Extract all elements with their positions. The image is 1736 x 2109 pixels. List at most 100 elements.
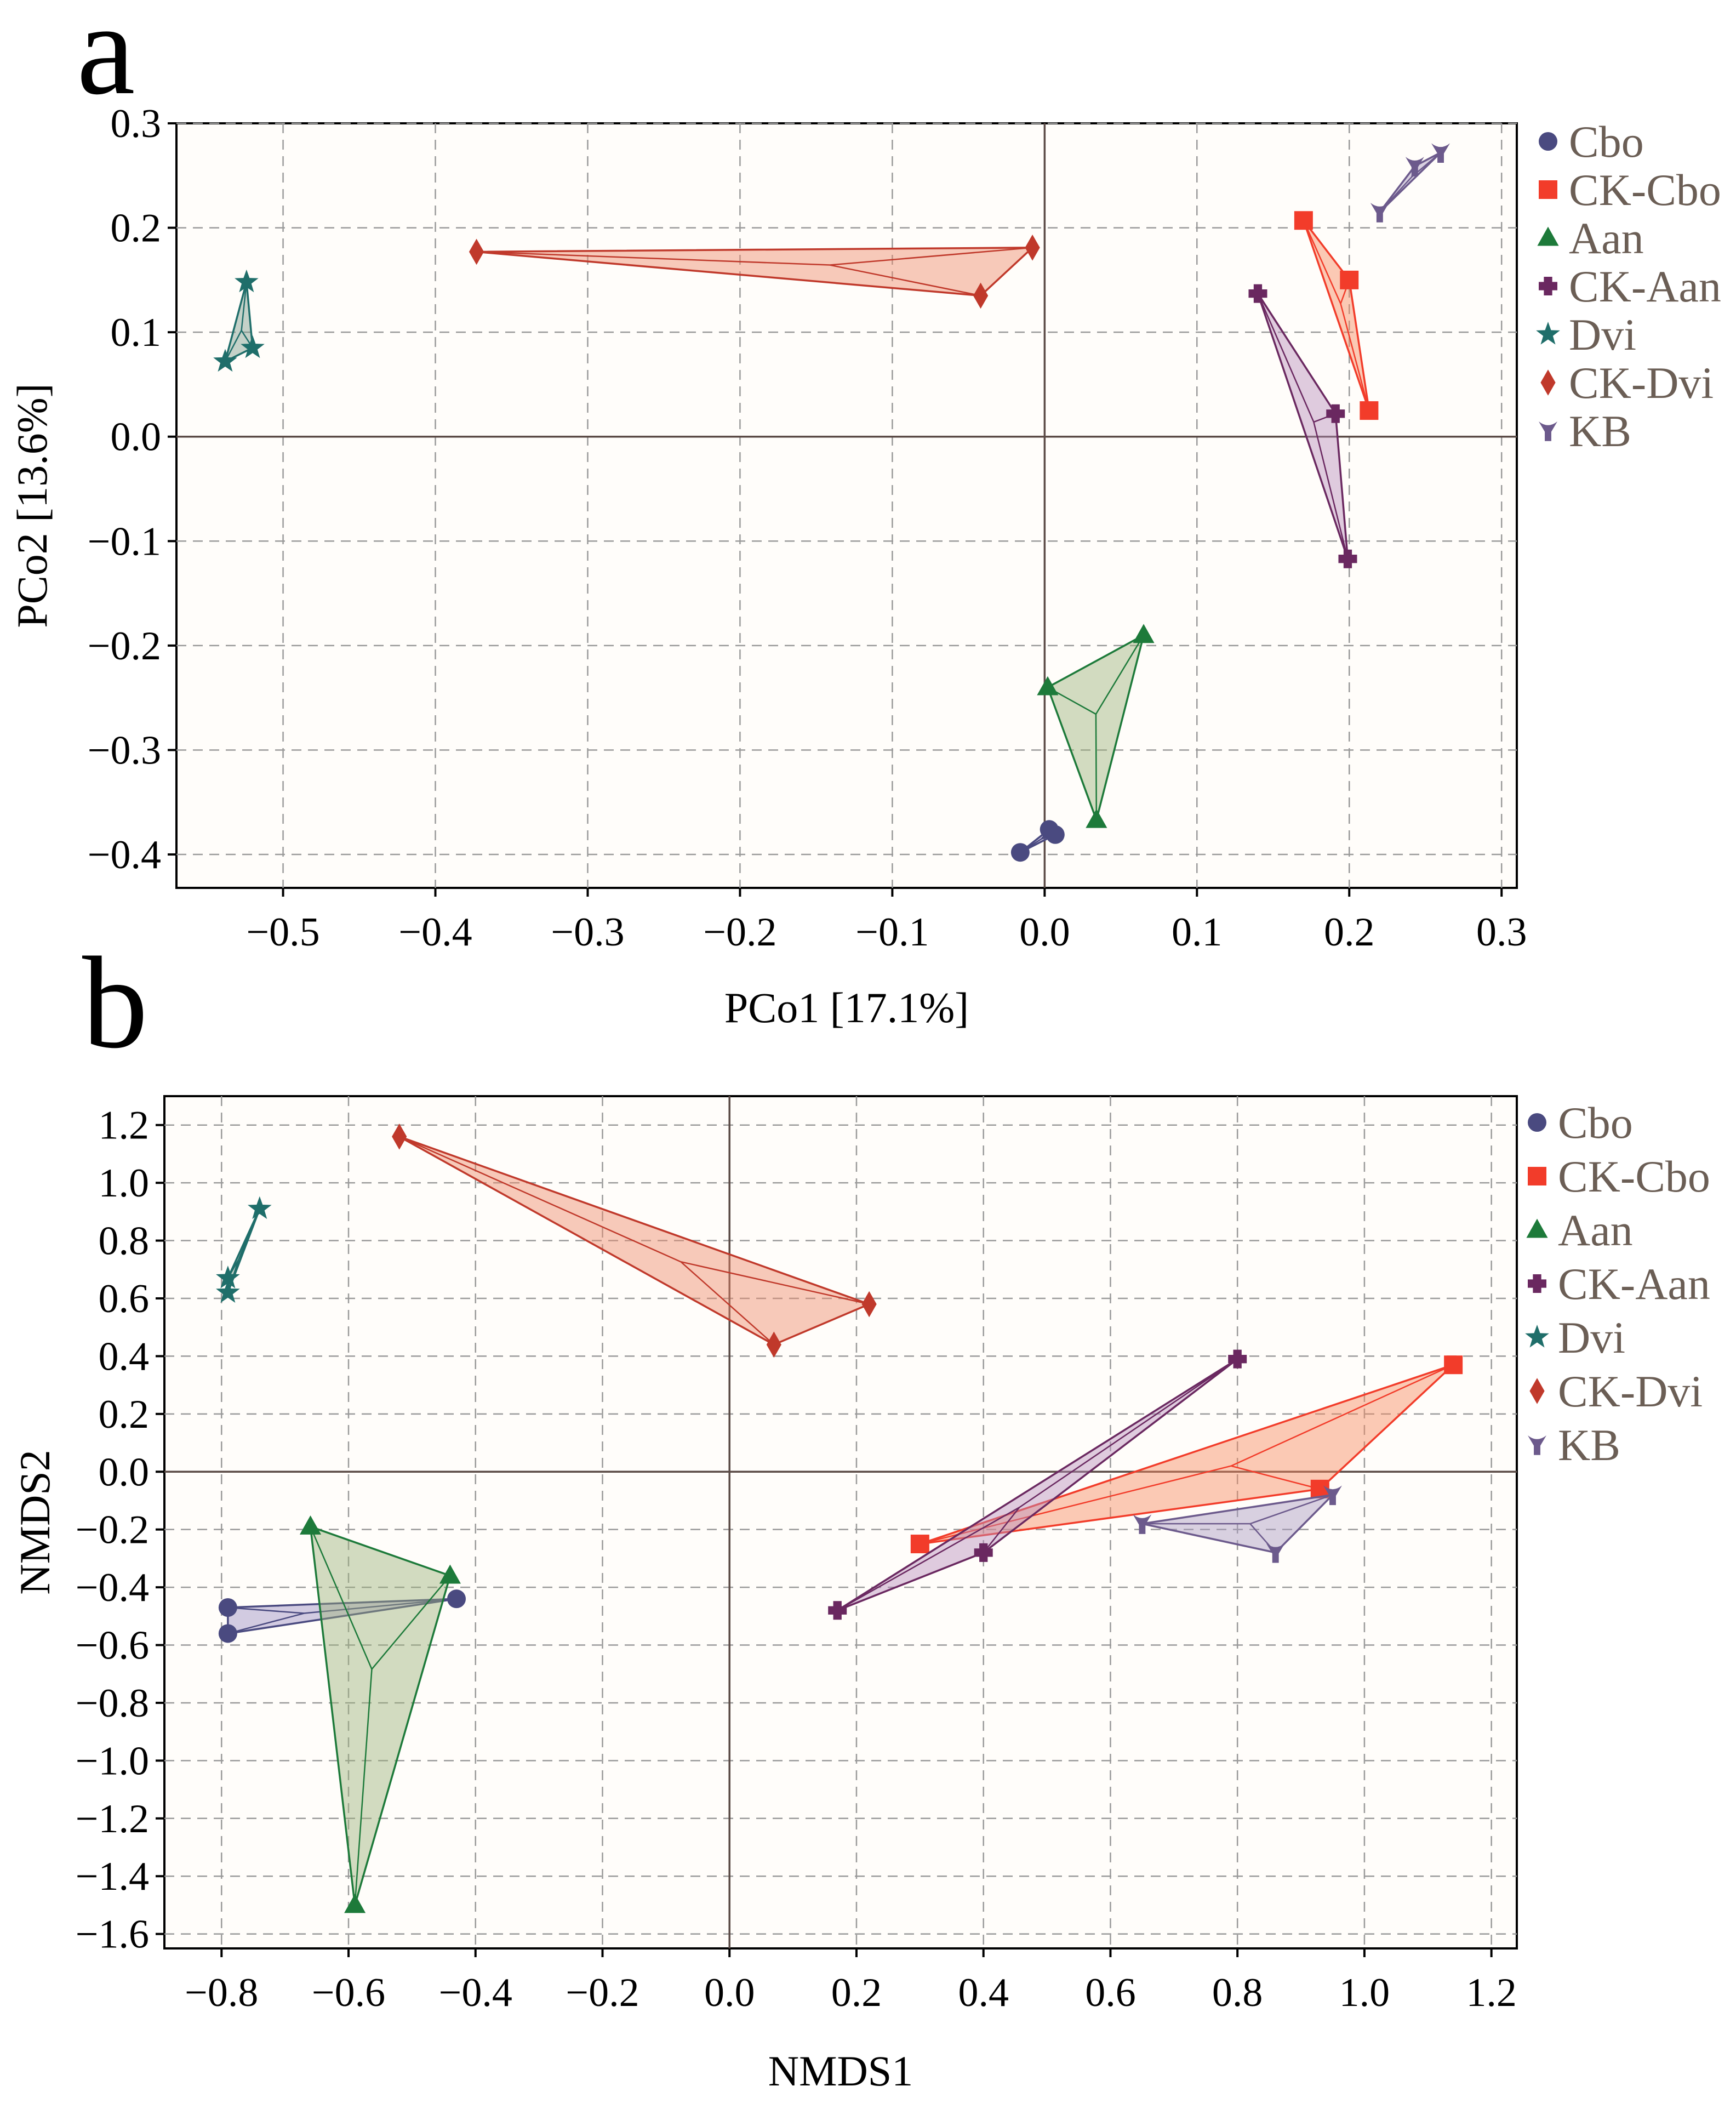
b-legend-label-aan: Aan [1558,1205,1633,1255]
b-spoke-dvi [238,1209,260,1261]
a-point-cbo [1046,825,1065,844]
b-y-tick-label: 1.0 [99,1161,150,1206]
b-y-tick-label: −0.4 [76,1565,149,1610]
a-point-ck-aan [1248,284,1267,303]
b-point-ck-dvi [861,1291,877,1318]
a-spoke-ck-dvi [830,247,1033,266]
a-y-tick-label: −0.3 [88,728,161,773]
a-point-aan [1133,624,1155,643]
a-point-aan [1037,676,1059,696]
b-spoke-ck-cbo [920,1465,1231,1545]
b-x-tick-label: 1.2 [1466,1970,1517,2015]
a-plot-area [175,122,1518,889]
a-legend-label-aan: Aan [1569,213,1644,263]
b-legend-marker-ck-dvi [1529,1378,1545,1404]
a-spoke-ck-dvi [476,251,830,266]
b-legend-label-ck-aan: CK-Aan [1558,1259,1710,1309]
b-point-ck-cbo [910,1535,929,1554]
b-x-tick-label: 0.2 [831,1970,882,2015]
b-y-tick-label: 0.0 [99,1450,150,1495]
a-x-tick-label: −0.4 [398,910,472,955]
b-legend-marker-kb [1528,1435,1546,1455]
a-hull-dvi [224,282,254,363]
b-x-tick-label: −0.4 [439,1970,512,2015]
b-legend-marker-dvi [1525,1325,1549,1348]
b-y-tick-label: −0.6 [76,1623,149,1668]
a-point-dvi [235,269,259,293]
b-y-tick-label: 1.2 [99,1103,150,1148]
a-legend-label-cbo: Cbo [1569,117,1644,167]
b-spoke-aan [371,1575,451,1670]
a-point-ck-dvi [1025,234,1040,261]
a-x-tick-label: −0.1 [855,910,929,955]
b-x-tick-label: 0.0 [704,1970,755,2015]
b-point-ck-aan [828,1601,847,1620]
a-legend-marker-cbo [1539,132,1557,151]
b-spoke-ck-aan [983,1507,1020,1553]
b-spoke-ck-aan [1019,1358,1238,1508]
b-point-cbo [447,1589,466,1609]
a-x-tick-label: −0.5 [246,910,319,955]
b-hull-ck-aan [837,1358,1238,1611]
a-spoke-ck-dvi [830,264,981,297]
a-legend-marker-kb [1539,421,1557,441]
b-legend-label-ck-cbo: CK-Cbo [1558,1152,1710,1201]
a-legend-label-dvi: Dvi [1569,310,1636,360]
a-legend-label-kb: KB [1569,406,1631,456]
nmds-chart: −0.8 −0.6 −0.4 −0.2 0.0 0.2 0.4 0.6 0.8 1.0 1.2 1.2… [11,1095,1710,2095]
b-spoke-ck-dvi [680,1261,775,1346]
b-spoke-kb [1249,1494,1333,1525]
b-spoke-ck-cbo [1231,1364,1454,1467]
a-hull-ck-aan [1257,293,1349,560]
a-legend-label-ck-aan: CK-Aan [1569,261,1721,311]
a-spoke-aan [1095,635,1145,715]
b-x-tick-label: 0.6 [1085,1970,1136,2015]
b-y-tick-label: 0.4 [99,1334,150,1379]
a-legend-marker-ck-aan [1539,277,1557,295]
b-legend-marker-aan [1526,1218,1548,1238]
a-x-tick-label: 0.3 [1476,910,1527,955]
a-x-tick-label: −0.3 [551,910,624,955]
b-y-tick-label: −0.2 [76,1508,149,1553]
a-y-tick-label: 0.2 [111,206,162,251]
a-x-tick-label: 0.1 [1172,910,1223,955]
b-x-tick-label: −0.6 [312,1970,385,2015]
panel-letter-b: b [82,930,148,1075]
b-legend-label-kb: KB [1558,1420,1620,1470]
a-y-tick-label: −0.4 [88,833,161,877]
b-legend-label-cbo: Cbo [1558,1098,1633,1148]
b-point-ck-cbo [1444,1355,1463,1375]
b-y-axis-title: NMDS2 [11,1450,59,1594]
a-x-axis-title: PCo1 [17.1%] [724,984,969,1031]
a-point-kb [1405,157,1424,176]
a-y-tick-label: 0.3 [111,101,162,146]
b-point-ck-dvi [392,1123,407,1150]
a-point-ck-aan [1338,549,1357,568]
b-spoke-ck-cbo [1231,1465,1321,1490]
b-point-dvi [216,1266,240,1289]
a-legend-marker-aan [1537,226,1559,246]
panel-letter-a: a [77,0,135,122]
b-point-aan [344,1894,366,1913]
a-spoke-ck-cbo [1340,303,1370,411]
a-spoke-dvi [241,282,248,331]
b-x-tick-label: −0.2 [566,1970,639,2015]
a-point-dvi [213,349,237,372]
b-y-tick-label: −0.8 [76,1681,149,1726]
b-point-cbo [218,1598,237,1617]
b-y-tick-label: −1.2 [76,1797,149,1842]
b-x-tick-label: −0.8 [185,1970,258,2015]
b-spoke-cbo [227,1606,305,1614]
a-spoke-dvi [224,330,242,362]
b-point-cbo [218,1624,237,1643]
b-x-tick-label: 1.0 [1339,1970,1390,2015]
b-legend-marker-cbo [1528,1113,1546,1132]
a-point-ck-cbo [1294,211,1313,230]
a-point-aan [1086,808,1107,828]
a-y-tick-label: 0.0 [111,415,162,460]
b-y-tick-label: 0.2 [99,1392,150,1437]
a-y-axis-title: PCo2 [13.6%] [8,383,56,628]
a-point-ck-dvi [973,282,989,309]
b-spoke-aan [354,1669,373,1906]
